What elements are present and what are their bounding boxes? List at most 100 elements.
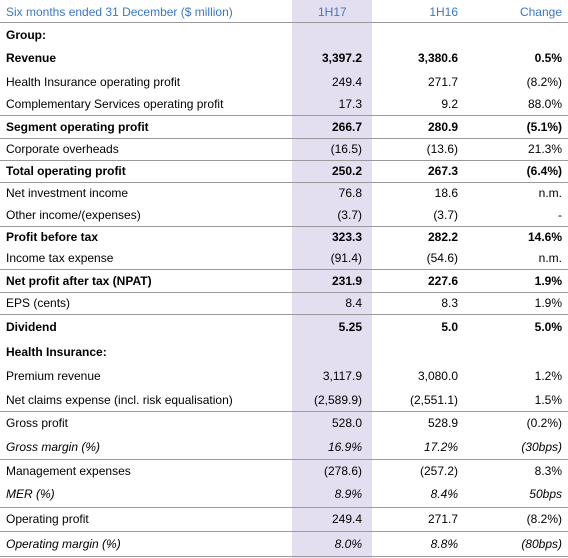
value-cell: 8.3: [441, 296, 458, 310]
row-label: Income tax expense: [6, 251, 114, 265]
rule: [0, 269, 568, 270]
value-cell: (6.4%): [526, 164, 562, 178]
header-cell: 1H16: [429, 5, 458, 19]
value-cell: 14.6%: [527, 230, 562, 244]
value-cell: 1.5%: [534, 393, 562, 407]
value-cell: 249.4: [331, 512, 362, 526]
value-cell: 271.7: [427, 75, 458, 89]
value-cell: 282.2: [427, 230, 458, 244]
rule: [0, 292, 568, 293]
value-cell: 17.3: [338, 97, 362, 111]
value-cell: 17.2%: [423, 440, 458, 454]
value-cell: 21.3%: [527, 142, 562, 156]
rule: [0, 182, 568, 183]
row-label: Premium revenue: [6, 369, 101, 383]
value-cell: 76.8: [338, 186, 362, 200]
value-cell: 18.6: [434, 186, 458, 200]
value-cell: (8.2%): [526, 512, 562, 526]
row-label: Dividend: [6, 320, 57, 334]
row-label: Other income/(expenses): [6, 208, 141, 222]
value-cell: 1.2%: [534, 369, 562, 383]
value-cell: (54.6): [426, 251, 458, 265]
value-cell: 3,080.0: [417, 369, 458, 383]
value-cell: (257.2): [419, 464, 458, 478]
value-cell: 528.9: [427, 416, 458, 430]
row-label: Management expenses: [6, 464, 131, 478]
value-cell: 3,397.2: [321, 51, 362, 65]
value-cell: 267.3: [427, 164, 458, 178]
rule: [0, 138, 568, 139]
value-cell: (3.7): [337, 208, 362, 222]
value-cell: 231.9: [331, 274, 362, 288]
value-cell: 266.7: [331, 120, 362, 134]
row-label: Health Insurance operating profit: [6, 75, 181, 89]
row-label: Net claims expense (incl. risk equalisat…: [6, 393, 233, 407]
value-cell: (0.2%): [526, 416, 562, 430]
row-label: Profit before tax: [6, 230, 99, 244]
rule: [0, 160, 568, 161]
row-label: Segment operating profit: [6, 120, 149, 134]
value-cell: 8.9%: [334, 487, 362, 501]
row-label: Gross margin (%): [6, 440, 101, 454]
value-cell: 3,380.6: [417, 51, 458, 65]
value-cell: (91.4): [330, 251, 362, 265]
value-cell: 250.2: [331, 164, 362, 178]
value-cell: 1.9%: [534, 296, 562, 310]
value-cell: (2,589.9): [313, 393, 362, 407]
rule: [0, 115, 568, 116]
row-label: Operating profit: [6, 512, 89, 526]
value-cell: 5.25: [338, 320, 362, 334]
value-cell: n.m.: [538, 251, 562, 265]
row-label: Total operating profit: [6, 164, 126, 178]
rule: [0, 507, 568, 508]
value-cell: 8.3%: [534, 464, 562, 478]
rule: [0, 226, 568, 227]
value-cell: (16.5): [330, 142, 362, 156]
value-cell: 8.4%: [430, 487, 458, 501]
value-cell: 1.9%: [534, 274, 562, 288]
header-cell: Six months ended 31 December ($ million): [6, 5, 233, 19]
row-label: Net investment income: [6, 186, 129, 200]
value-cell: 3,117.9: [322, 369, 362, 383]
value-cell: -: [558, 208, 562, 222]
row-label: Net profit after tax (NPAT): [6, 274, 152, 288]
value-cell: 323.3: [331, 230, 362, 244]
row-label: EPS (cents): [6, 296, 71, 310]
row-label: Complementary Services operating profit: [6, 97, 224, 111]
row-label: Operating margin (%): [6, 537, 121, 551]
value-cell: 9.2: [441, 97, 458, 111]
row-label: Group:: [6, 28, 46, 42]
rule: [0, 531, 568, 532]
value-cell: 280.9: [427, 120, 458, 134]
header-cell: 1H17: [318, 5, 347, 19]
rule: [0, 556, 568, 557]
value-cell: 249.4: [331, 75, 362, 89]
value-cell: (30bps): [521, 440, 562, 454]
value-cell: (80bps): [521, 537, 562, 551]
row-label: MER (%): [6, 487, 55, 501]
value-cell: (2,551.1): [409, 393, 458, 407]
rule: [0, 22, 568, 23]
value-cell: (5.1%): [526, 120, 562, 134]
row-label: Corporate overheads: [6, 142, 119, 156]
value-cell: 16.9%: [327, 440, 362, 454]
value-cell: 0.5%: [534, 51, 562, 65]
value-cell: 88.0%: [527, 97, 562, 111]
value-cell: 528.0: [331, 416, 362, 430]
rule: [0, 411, 568, 412]
value-cell: 5.0: [441, 320, 458, 334]
value-cell: 8.0%: [334, 537, 362, 551]
value-cell: (13.6): [426, 142, 458, 156]
value-cell: (278.6): [323, 464, 362, 478]
rule: [0, 459, 568, 460]
value-cell: 227.6: [427, 274, 458, 288]
value-cell: n.m.: [538, 186, 562, 200]
row-label: Revenue: [6, 51, 57, 65]
row-label: Gross profit: [6, 416, 69, 430]
value-cell: (8.2%): [526, 75, 562, 89]
value-cell: 50bps: [529, 487, 562, 501]
row-label: Health Insurance:: [6, 345, 107, 359]
